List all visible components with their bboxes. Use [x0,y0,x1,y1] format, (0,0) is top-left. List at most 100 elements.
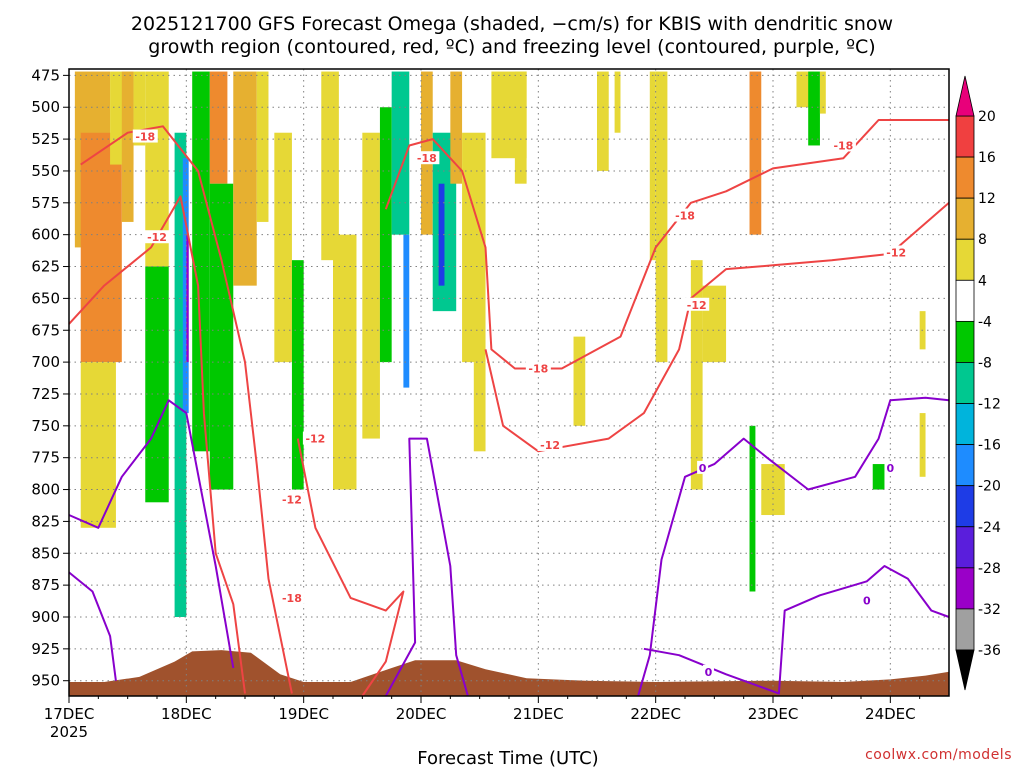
x-tick-year: 2025 [50,723,88,741]
y-tick-label: 775 [31,449,60,467]
contour-label: -18 [675,210,695,223]
colorbar-band [955,362,975,404]
colorbar-band [955,526,975,569]
omega-cell [450,71,463,184]
contour-label: 0 [699,462,707,475]
colorbar-band [955,115,975,158]
omega-cell [145,71,169,267]
omega-cell [919,413,926,477]
colorbar-label: 12 [978,191,996,207]
contour-label: 0 [863,594,871,607]
omega-cell [233,71,257,286]
omega-cell [145,266,169,503]
contour-label: -18 [417,152,437,165]
x-tick-label: 21DEC [513,705,564,723]
omega-cell [819,71,826,114]
x-axis: 17DEC 18DEC 19DEC 20DEC 21DEC 22DEC 23DEC 24DEC… [44,696,921,741]
contour-label: -18 [833,139,853,152]
freezing-level-contour [637,396,950,697]
omega-cell [702,285,727,363]
omega-cell [749,71,762,235]
colorbar-band [955,403,975,446]
dgz-contour [484,202,950,453]
y-tick-label: 900 [31,608,60,626]
colorbar-label: -12 [978,397,1001,413]
omega-cell [182,158,189,414]
contour-label-bg [279,590,305,604]
contour-label-bg [883,245,909,259]
omega-shading [69,69,949,696]
colorbar-label: -16 [978,438,1001,454]
y-tick-label: 700 [31,353,60,371]
contour-labels: -18 -12 -12 -12 -18 -18 -18 -12 -18 -12 -18 -12 0 0 0 0 [132,129,909,679]
colorbar-label: -4 [978,314,992,330]
gridlines [69,69,949,696]
omega-cell [655,71,668,363]
omega-cell [808,71,820,146]
y-tick-label: 925 [31,640,60,658]
freezing-level-contour [384,437,469,697]
y-tick-label: 575 [31,194,60,212]
contour-label-bg [861,593,873,607]
contour-label-bg [537,437,563,451]
freezing-level-contour [68,571,117,681]
contour-label: -12 [540,439,560,452]
y-tick-label: 825 [31,512,60,530]
x-tick-label: 19DEC [278,705,329,723]
contour-label-bg [525,361,551,375]
y-tick-label: 675 [31,321,60,339]
dgz-contour [68,195,246,694]
omega-cell [749,425,756,592]
omega-cell [649,71,656,261]
terrain-layer [69,650,949,696]
dgz-contour [296,438,405,697]
contour-label: -12 [282,494,302,507]
y-tick-label: 525 [31,130,60,148]
colorbar-label: 20 [978,109,996,125]
contour-label: -18 [528,362,548,375]
omega-cell [597,71,609,171]
colorbar-band [955,156,975,199]
omega-cell [209,183,234,490]
freezing-level-contour [68,399,235,669]
omega-cell [362,132,380,439]
x-tick-label: 18DEC [161,705,212,723]
omega-cell [403,234,410,388]
contour-label-bg [702,664,714,678]
omega-cell [473,362,486,452]
y-tick-label: 950 [31,672,60,690]
y-tick-label: 625 [31,258,60,276]
contour-label: -18 [135,131,155,144]
contour-label: -12 [886,247,906,260]
omega-cell [174,132,187,617]
colorbar-label: -28 [978,561,1001,577]
omega-cell [573,336,586,426]
chart-title-line-2: growth region (contoured, red, ºC) and f… [148,36,875,58]
contour-label-bg [132,129,158,143]
colorbar-label: 8 [978,232,987,248]
contour-label: -12 [305,433,325,446]
y-tick-label: 550 [31,162,60,180]
contour-label-bg [684,297,710,311]
colorbar-label: 4 [978,273,987,289]
omega-cell [379,107,392,363]
colorbar-top-triangle [955,75,975,117]
omega-cell [256,71,269,222]
omega-cell [872,464,885,490]
colorbar-band [955,567,975,610]
colorbar-label: -8 [978,355,992,371]
y-tick-label: 750 [31,417,60,435]
omega-cell [690,260,703,490]
y-tick-label: 650 [31,289,60,307]
colorbar-band [955,320,975,363]
omega-cell [133,71,146,146]
colorbar-bottom-triangle [955,649,975,691]
y-tick-label: 850 [31,544,60,562]
contour-label: -18 [282,592,302,605]
contour-label: -12 [147,231,167,244]
contour-label: -12 [687,299,707,312]
omega-cell [614,71,621,133]
x-tick-label: 22DEC [630,705,681,723]
omega-cell [438,183,445,286]
colorbar-band [955,279,975,322]
